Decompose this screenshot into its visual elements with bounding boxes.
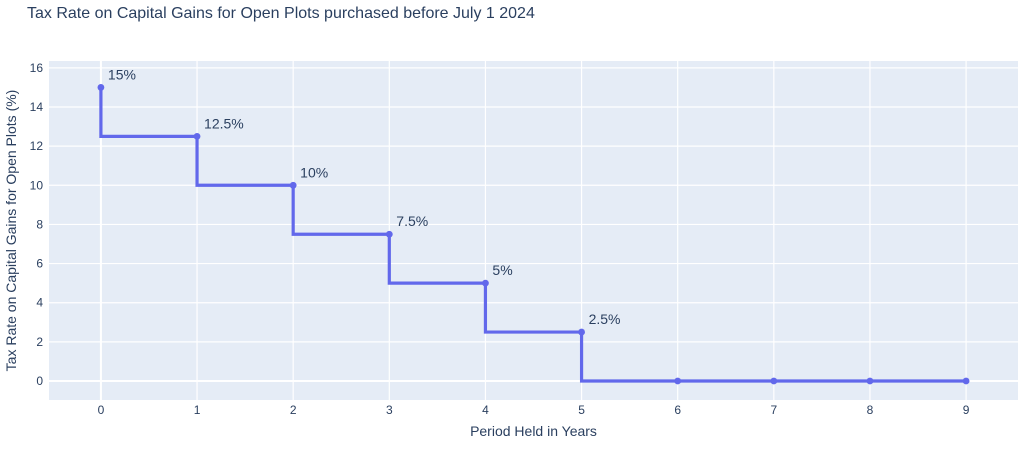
data-point[interactable]	[770, 377, 778, 385]
data-point[interactable]	[97, 84, 105, 91]
annotation: 5%	[492, 262, 512, 278]
y-tick-label: 6	[36, 257, 43, 271]
x-tick-label: 0	[98, 403, 105, 417]
y-tick-label: 4	[36, 296, 43, 310]
data-point[interactable]	[674, 377, 682, 385]
y-tick-label: 14	[30, 100, 44, 114]
annotation: 2.5%	[589, 311, 621, 327]
y-tick-label: 10	[30, 178, 44, 192]
x-tick-label: 7	[770, 403, 777, 417]
step-line	[99, 87, 967, 383]
x-tick-label: 2	[290, 403, 297, 417]
chart-title: Tax Rate on Capital Gains for Open Plots…	[27, 5, 535, 22]
x-tick-label: 3	[386, 403, 393, 417]
data-point[interactable]	[289, 181, 297, 189]
annotation: 12.5%	[204, 115, 244, 131]
annotation: 7.5%	[396, 213, 428, 229]
y-tick-label: 12	[30, 139, 44, 153]
x-tick-label: 6	[674, 403, 681, 417]
y-axis-title: Tax Rate on Capital Gains for Open Plots…	[3, 90, 19, 372]
x-tick-label: 4	[482, 403, 489, 417]
annotation: 15%	[108, 66, 136, 82]
x-axis-title: Period Held in Years	[470, 423, 597, 439]
data-point[interactable]	[482, 279, 489, 287]
data-point[interactable]	[193, 132, 201, 140]
data-point[interactable]	[385, 230, 393, 238]
data-point[interactable]	[578, 328, 585, 336]
plot-area[interactable]	[49, 61, 1018, 400]
y-tick-label: 8	[36, 217, 43, 231]
x-tick-label: 5	[578, 403, 585, 417]
y-tick-label: 0	[36, 374, 43, 388]
x-tick-label: 9	[963, 403, 970, 417]
data-point[interactable]	[962, 377, 970, 385]
y-tick-label: 16	[30, 61, 44, 75]
annotation: 10%	[300, 164, 328, 180]
data-point[interactable]	[866, 377, 874, 385]
x-tick-label: 1	[194, 403, 201, 417]
x-tick-label: 8	[867, 403, 874, 417]
y-tick-label: 2	[36, 335, 43, 349]
